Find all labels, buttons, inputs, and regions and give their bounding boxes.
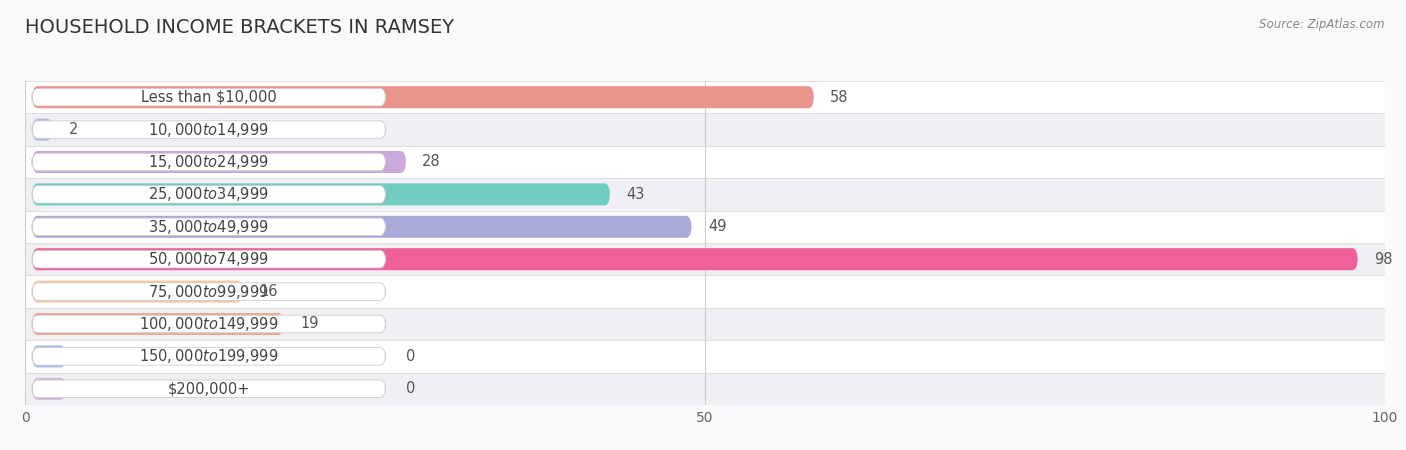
- FancyBboxPatch shape: [32, 153, 385, 171]
- Text: 28: 28: [422, 154, 441, 170]
- Text: $15,000 to $24,999: $15,000 to $24,999: [149, 153, 270, 171]
- Text: 43: 43: [626, 187, 644, 202]
- Bar: [25, 275, 1385, 308]
- FancyBboxPatch shape: [32, 119, 52, 140]
- Text: Source: ZipAtlas.com: Source: ZipAtlas.com: [1260, 18, 1385, 31]
- Bar: [25, 373, 1385, 405]
- Text: 19: 19: [299, 316, 318, 332]
- Text: 58: 58: [830, 90, 849, 105]
- FancyBboxPatch shape: [32, 218, 385, 235]
- Text: $50,000 to $74,999: $50,000 to $74,999: [149, 250, 270, 268]
- FancyBboxPatch shape: [32, 313, 284, 335]
- Bar: [25, 340, 1385, 373]
- Text: HOUSEHOLD INCOME BRACKETS IN RAMSEY: HOUSEHOLD INCOME BRACKETS IN RAMSEY: [25, 18, 454, 37]
- Text: 0: 0: [406, 349, 415, 364]
- Bar: [25, 243, 1385, 275]
- FancyBboxPatch shape: [32, 184, 610, 205]
- Text: $200,000+: $200,000+: [167, 381, 250, 396]
- Text: $35,000 to $49,999: $35,000 to $49,999: [149, 218, 270, 236]
- Text: $10,000 to $14,999: $10,000 to $14,999: [149, 121, 270, 139]
- FancyBboxPatch shape: [32, 281, 243, 302]
- Text: $25,000 to $34,999: $25,000 to $34,999: [149, 185, 270, 203]
- FancyBboxPatch shape: [32, 348, 385, 365]
- Bar: [25, 81, 1385, 113]
- FancyBboxPatch shape: [32, 251, 385, 268]
- FancyBboxPatch shape: [32, 315, 385, 333]
- FancyBboxPatch shape: [32, 346, 66, 367]
- FancyBboxPatch shape: [32, 186, 385, 203]
- Text: 2: 2: [69, 122, 79, 137]
- Text: 0: 0: [406, 381, 415, 396]
- Text: Less than $10,000: Less than $10,000: [141, 90, 277, 105]
- Text: $100,000 to $149,999: $100,000 to $149,999: [139, 315, 278, 333]
- Bar: [25, 146, 1385, 178]
- FancyBboxPatch shape: [32, 380, 385, 397]
- FancyBboxPatch shape: [32, 86, 814, 108]
- Text: 98: 98: [1374, 252, 1392, 267]
- FancyBboxPatch shape: [32, 89, 385, 106]
- FancyBboxPatch shape: [32, 216, 692, 238]
- FancyBboxPatch shape: [32, 283, 385, 300]
- Bar: [25, 113, 1385, 146]
- Bar: [25, 308, 1385, 340]
- Bar: [25, 178, 1385, 211]
- Text: 49: 49: [707, 219, 727, 234]
- Text: $75,000 to $99,999: $75,000 to $99,999: [149, 283, 270, 301]
- Bar: [25, 211, 1385, 243]
- Text: $150,000 to $199,999: $150,000 to $199,999: [139, 347, 278, 365]
- FancyBboxPatch shape: [32, 248, 1358, 270]
- Text: 16: 16: [259, 284, 277, 299]
- FancyBboxPatch shape: [32, 121, 385, 138]
- FancyBboxPatch shape: [32, 378, 66, 400]
- FancyBboxPatch shape: [32, 151, 406, 173]
